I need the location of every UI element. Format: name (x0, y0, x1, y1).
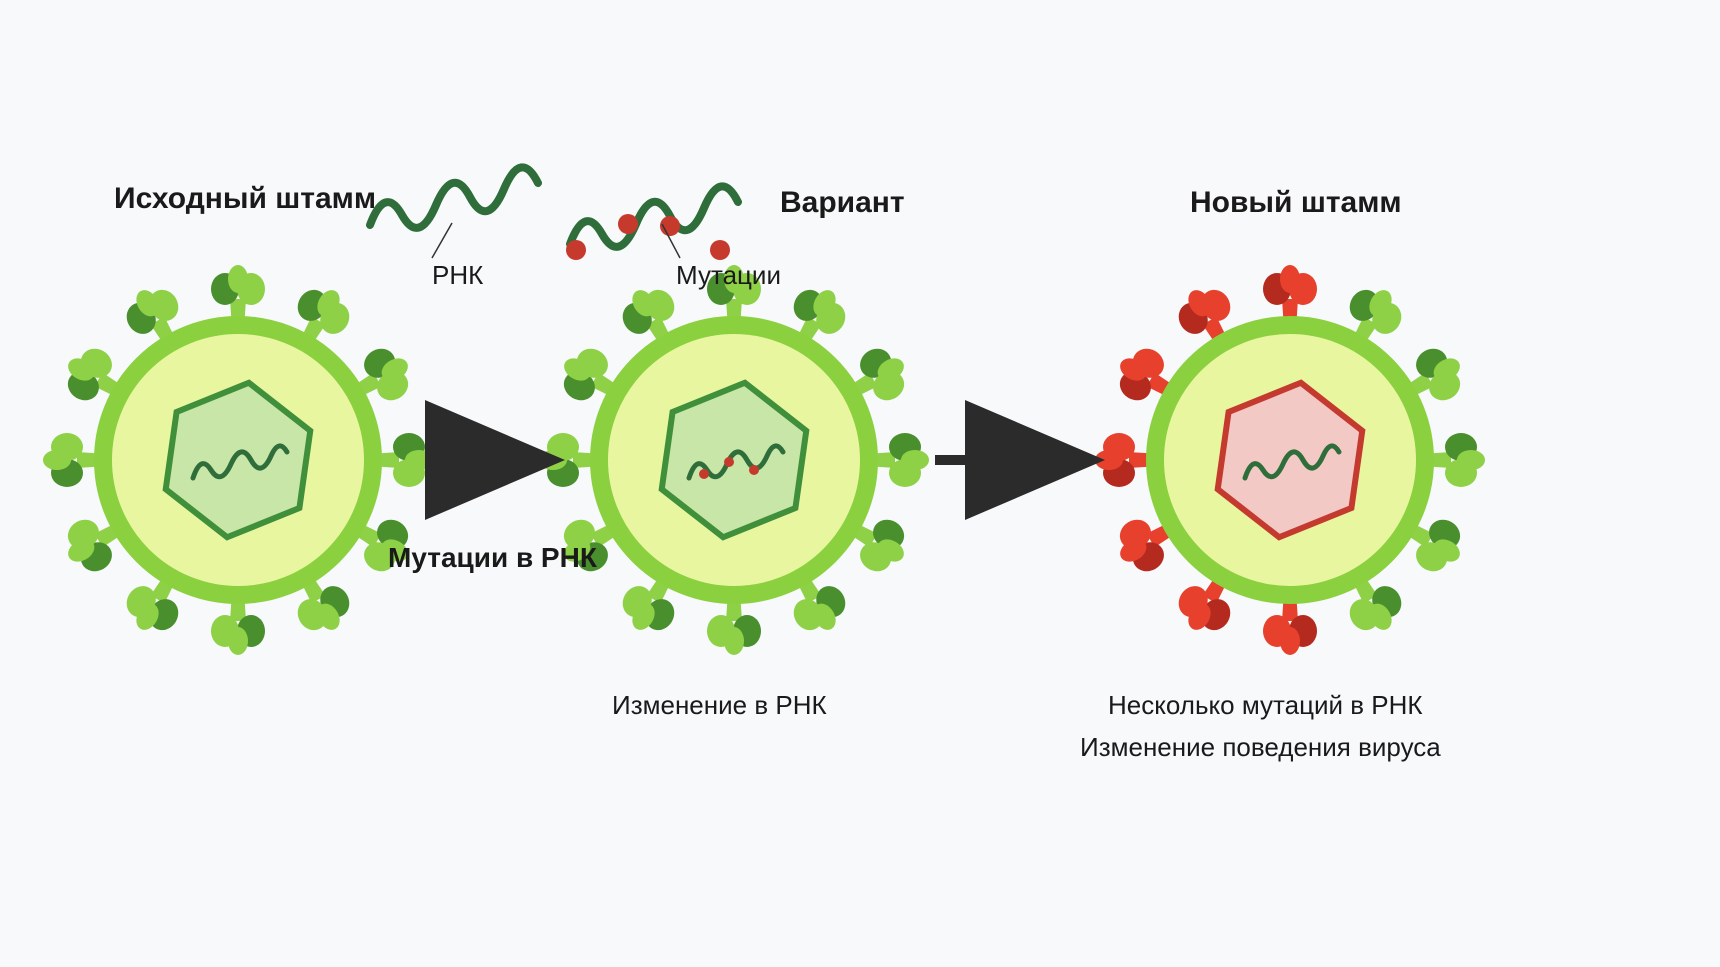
diagram-svg (0, 0, 1720, 967)
virus-new-strain (1095, 265, 1485, 655)
callout-line-icon (432, 223, 452, 258)
label-new-strain: Новый штамм (1190, 186, 1402, 220)
virus-variant (539, 265, 929, 655)
rna-callout-mutated (566, 186, 738, 260)
mutation-dot-icon (749, 465, 759, 475)
rna-callout-original (370, 167, 538, 227)
mutation-dot-icon (699, 469, 709, 479)
virus-original (43, 265, 433, 655)
label-original-strain: Исходный штамм (114, 182, 376, 216)
mutation-dot-icon (710, 240, 730, 260)
mutation-dot-icon (618, 214, 638, 234)
mutation-dot-icon (724, 457, 734, 467)
label-several-mutations: Несколько мутаций в РНК (1108, 690, 1423, 721)
label-change-in-rna: Изменение в РНК (612, 690, 827, 721)
label-mutations: Мутации (676, 260, 781, 291)
label-mutations-in-rna: Мутации в РНК (388, 542, 597, 574)
mutation-dot-icon (566, 240, 586, 260)
label-rna: РНК (432, 260, 483, 291)
label-behavior-change: Изменение поведения вируса (1080, 732, 1441, 763)
diagram-canvas: Исходный штамм Вариант Новый штамм РНК М… (0, 0, 1720, 967)
label-variant: Вариант (780, 186, 905, 220)
